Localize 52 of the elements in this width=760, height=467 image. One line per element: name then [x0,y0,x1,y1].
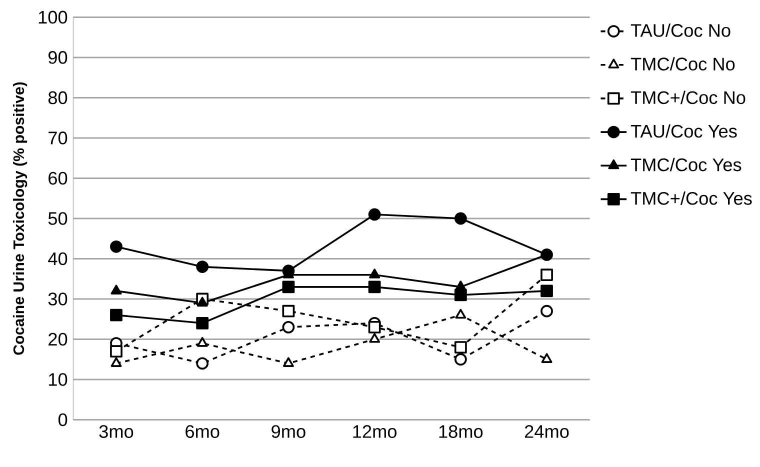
legend-label: TMC+/Coc No [630,90,746,104]
point [369,268,380,278]
y-tick-label: 30 [48,292,68,306]
point [369,332,380,343]
x-tick-label: 12mo [353,425,396,438]
legend-label: TAU/Coc No [630,24,730,37]
point [282,280,295,294]
point [282,304,295,318]
legend-label: TMC/Coc Yes [630,158,742,172]
x-tick-label: 18mo [439,425,483,438]
x-tick-label: 6mo [186,425,220,438]
point [196,296,208,307]
point [454,341,467,354]
point [454,353,467,366]
point [196,337,208,347]
point [282,357,294,367]
point [110,357,122,367]
y-axis-title: Cocaine Urine Toxicology (% positive) [12,82,28,355]
legend-label: TMC/Coc No [630,57,735,70]
y-tick-label: 100 [38,10,68,24]
point [196,316,209,330]
point [454,212,467,225]
x-tick-label: 24mo [524,425,569,438]
y-tick-label: 90 [48,50,68,64]
point [110,284,122,294]
legend-label: TAU/Coc Yes [630,124,737,138]
y-tick-label: 20 [48,332,68,346]
y-tick-label: 50 [48,212,68,225]
y-tick-label: 10 [49,373,68,386]
point [196,357,209,370]
y-tick-label: 70 [48,132,68,144]
point [541,353,552,363]
x-tick-label: 3mo [99,425,134,438]
point [540,268,553,281]
point [110,308,122,322]
y-tick-label: 80 [48,91,68,104]
point [368,208,381,221]
point [455,308,466,319]
point [368,320,381,334]
point [540,284,553,298]
x-tick-label: 9mo [272,425,306,438]
point [454,288,467,302]
y-tick-label: 60 [48,172,68,185]
point [368,280,381,294]
y-tick-label: 0 [58,413,68,426]
legend-label: TMC+/Coc Yes [630,191,752,205]
point [282,320,295,334]
point [110,345,122,358]
point [196,260,209,273]
y-tick-label: 40 [48,252,68,266]
point [540,304,553,318]
point [110,240,122,253]
